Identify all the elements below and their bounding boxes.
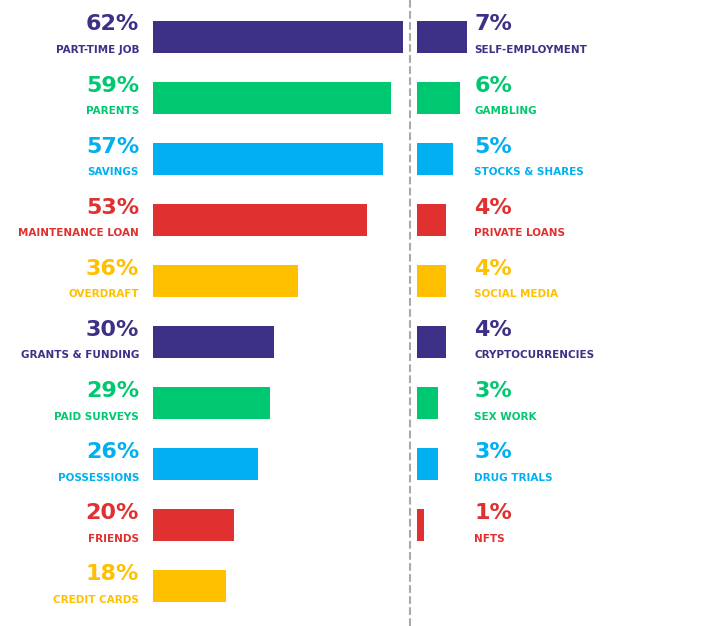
Text: SAVINGS: SAVINGS	[88, 167, 139, 177]
Bar	[153, 265, 298, 297]
Text: DRUG TRIALS: DRUG TRIALS	[474, 473, 553, 483]
Bar	[417, 326, 446, 358]
Text: 57%: 57%	[86, 136, 139, 156]
Bar	[153, 448, 258, 480]
Bar	[417, 387, 438, 419]
Text: 3%: 3%	[474, 381, 512, 401]
Text: SOCIAL MEDIA: SOCIAL MEDIA	[474, 289, 558, 299]
Text: 36%: 36%	[86, 259, 139, 279]
Text: PART-TIME JOB: PART-TIME JOB	[56, 45, 139, 55]
Text: 1%: 1%	[474, 503, 512, 523]
Text: 4%: 4%	[474, 320, 512, 340]
Bar	[417, 204, 446, 236]
Text: 7%: 7%	[474, 14, 512, 34]
Text: FRIENDS: FRIENDS	[88, 534, 139, 543]
Text: 3%: 3%	[474, 442, 512, 462]
Text: 29%: 29%	[86, 381, 139, 401]
Text: 4%: 4%	[474, 259, 512, 279]
Text: SEX WORK: SEX WORK	[474, 411, 537, 421]
Bar	[153, 570, 226, 602]
Text: 5%: 5%	[474, 136, 512, 156]
Bar	[417, 265, 446, 297]
Text: 6%: 6%	[474, 76, 512, 96]
Text: 18%: 18%	[86, 564, 139, 584]
Text: PARENTS: PARENTS	[86, 106, 139, 116]
Bar	[417, 143, 453, 175]
Text: PAID SURVEYS: PAID SURVEYS	[54, 411, 139, 421]
Text: PRIVATE LOANS: PRIVATE LOANS	[474, 228, 565, 239]
Bar	[417, 448, 438, 480]
Bar	[153, 204, 366, 236]
Bar	[153, 387, 270, 419]
Bar	[153, 21, 403, 53]
Bar	[417, 82, 460, 113]
Text: 53%: 53%	[86, 198, 139, 218]
Text: GRANTS & FUNDING: GRANTS & FUNDING	[21, 351, 139, 361]
Bar	[153, 82, 391, 113]
Text: 26%: 26%	[86, 442, 139, 462]
Text: GAMBLING: GAMBLING	[474, 106, 537, 116]
Text: OVERDRAFT: OVERDRAFT	[68, 289, 139, 299]
Text: MAINTENANCE LOAN: MAINTENANCE LOAN	[19, 228, 139, 239]
Text: 62%: 62%	[86, 14, 139, 34]
Text: 4%: 4%	[474, 198, 512, 218]
Text: 30%: 30%	[86, 320, 139, 340]
Text: STOCKS & SHARES: STOCKS & SHARES	[474, 167, 584, 177]
Bar	[417, 21, 467, 53]
Bar	[153, 510, 234, 541]
Text: 20%: 20%	[86, 503, 139, 523]
Text: 59%: 59%	[86, 76, 139, 96]
Bar	[153, 326, 274, 358]
Text: CRYPTOCURRENCIES: CRYPTOCURRENCIES	[474, 351, 594, 361]
Text: POSSESSIONS: POSSESSIONS	[58, 473, 139, 483]
Text: SELF-EMPLOYMENT: SELF-EMPLOYMENT	[474, 45, 587, 55]
Bar	[417, 510, 424, 541]
Text: NFTS: NFTS	[474, 534, 505, 543]
Text: CREDIT CARDS: CREDIT CARDS	[53, 595, 139, 605]
Bar	[153, 143, 383, 175]
